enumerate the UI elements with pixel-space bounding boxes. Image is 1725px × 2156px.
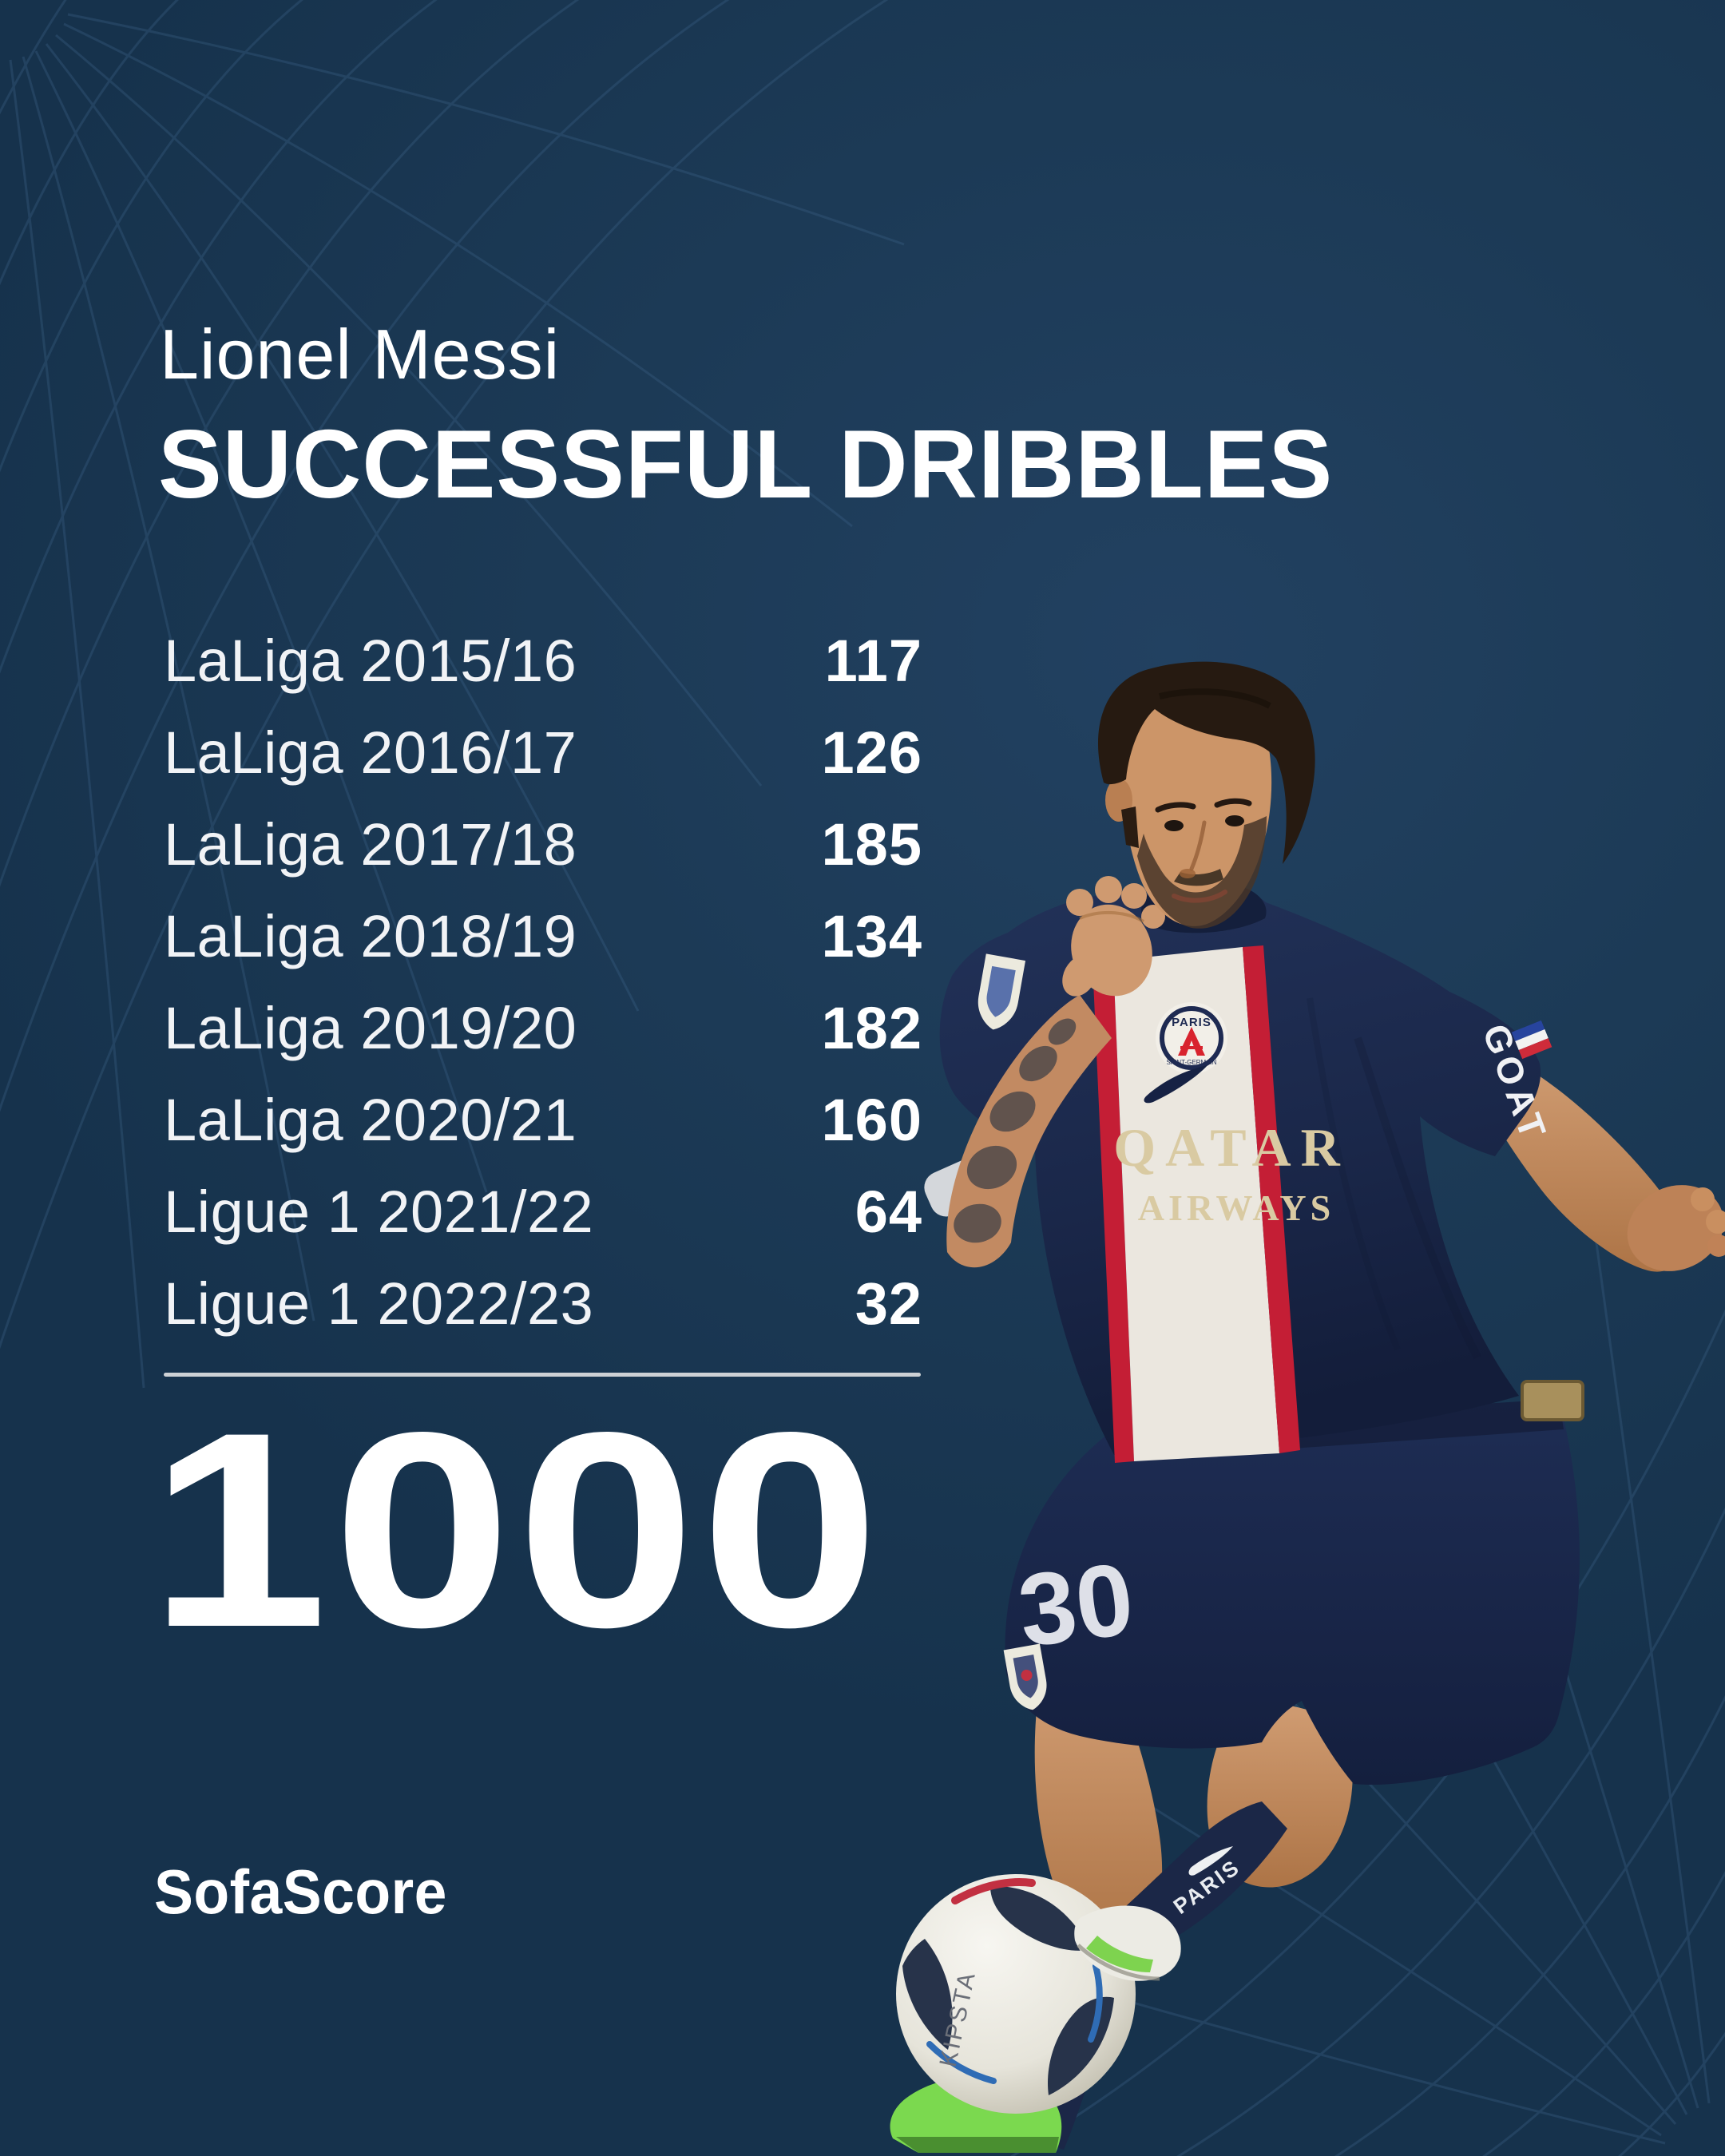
background-mesh-bottom-right (978, 1219, 1725, 2156)
jersey: PARIS SAINT-GERMAIN QATAR AIRWAYS GOAT (939, 882, 1584, 1463)
front-leg: PARIS (1115, 1703, 1353, 1952)
back-leg (890, 1681, 1163, 2153)
stat-value: 117 (824, 628, 922, 694)
stat-label: LaLiga 2018/19 (164, 903, 577, 969)
stat-row: LaLiga 2016/17 126 (164, 707, 922, 799)
sock-paris-text: PARIS (1169, 1854, 1245, 1918)
jersey-jock-tag (1521, 1380, 1584, 1421)
french-flag-icon (1511, 1020, 1552, 1060)
psg-crest: PARIS SAINT-GERMAIN (1156, 1002, 1227, 1074)
raised-hand (1062, 876, 1165, 997)
stat-row: LaLiga 2017/18 185 (164, 799, 922, 890)
stat-row: LaLiga 2015/16 117 (164, 615, 922, 707)
stat-label: LaLiga 2019/20 (164, 995, 577, 1061)
stat-label: Ligue 1 2021/22 (164, 1179, 594, 1245)
messi-eyes (1164, 815, 1244, 831)
stat-label: Ligue 1 2022/23 (164, 1270, 594, 1337)
stat-value: 182 (821, 995, 922, 1061)
player-name: Lionel Messi (160, 315, 561, 394)
divider-line (164, 1373, 921, 1377)
stat-row: LaLiga 2019/20 182 (164, 982, 922, 1074)
elbow-band (924, 1148, 1013, 1217)
football: KIPSTA (896, 1874, 1136, 2114)
messi-sideburn (1121, 807, 1139, 848)
messi-nose (1189, 820, 1207, 871)
eiffel-tower-icon (1178, 1027, 1205, 1056)
stat-value: 64 (855, 1179, 922, 1245)
stat-label: LaLiga 2017/18 (164, 811, 577, 878)
messi-neck (1160, 845, 1252, 943)
sleeve-patch (978, 953, 1026, 1030)
sponsor-qatar-text: QATAR (1113, 1117, 1349, 1178)
white-boot (1074, 1905, 1181, 1981)
back-sock (992, 1912, 1126, 2150)
stat-label: LaLiga 2020/21 (164, 1087, 577, 1153)
stats-list: LaLiga 2015/16 117 LaLiga 2016/17 126 La… (164, 615, 922, 1349)
stat-row: LaLiga 2018/19 134 (164, 890, 922, 982)
sponsor-airways-text: AIRWAYS (1138, 1187, 1334, 1228)
psg-crest-sg-text: SAINT-GERMAIN (1166, 1059, 1216, 1066)
green-boot (890, 2075, 1062, 2153)
messi-illustration: PARIS 30 (890, 661, 1725, 2153)
stat-label: LaLiga 2015/16 (164, 628, 577, 694)
messi-mustache (1174, 869, 1223, 886)
front-sock (1115, 1801, 1287, 1952)
stat-row: Ligue 1 2022/23 32 (164, 1258, 922, 1349)
stat-value: 32 (855, 1270, 922, 1337)
fist (1627, 1185, 1724, 1271)
total-dribbles: 1000 (149, 1374, 885, 1685)
stat-value: 126 (821, 719, 922, 786)
goat-sleeve-text: GOAT (1475, 1019, 1556, 1148)
messi-head (1097, 661, 1315, 929)
stat-value: 134 (821, 903, 922, 969)
messi-beard (1137, 816, 1267, 929)
psg-crest-paris-text: PARIS (1172, 1016, 1211, 1029)
jersey-stripe (1092, 945, 1300, 1463)
page-title: SUCCESSFUL DRIBBLES (158, 410, 1334, 518)
extended-arm (1477, 1056, 1725, 1272)
stat-value: 185 (821, 811, 922, 878)
tattoos (954, 1018, 1077, 1243)
shorts-number: 30 (1013, 1542, 1140, 1669)
nike-swoosh-icon (1144, 1065, 1208, 1104)
shorts-crest-patch (1003, 1643, 1047, 1710)
stat-label: LaLiga 2016/17 (164, 719, 577, 786)
tattooed-forearm (946, 995, 1112, 1268)
kipsta-text: KIPSTA (935, 1968, 981, 2070)
messi-hair (1097, 661, 1315, 864)
jersey-collar (1141, 882, 1267, 933)
psg-shorts: 30 (1003, 1399, 1580, 1785)
messi-face (1120, 688, 1272, 926)
stat-row: Ligue 1 2021/22 64 (164, 1166, 922, 1258)
messi-mouth (1172, 890, 1227, 903)
sofascore-logo: SofaScore (154, 1857, 447, 1927)
sock-swoosh-icon (1188, 1846, 1233, 1876)
stat-row: LaLiga 2020/21 160 (164, 1074, 922, 1166)
stat-value: 160 (821, 1087, 922, 1153)
messi-ear (1105, 779, 1132, 822)
raised-arm (924, 876, 1165, 1268)
